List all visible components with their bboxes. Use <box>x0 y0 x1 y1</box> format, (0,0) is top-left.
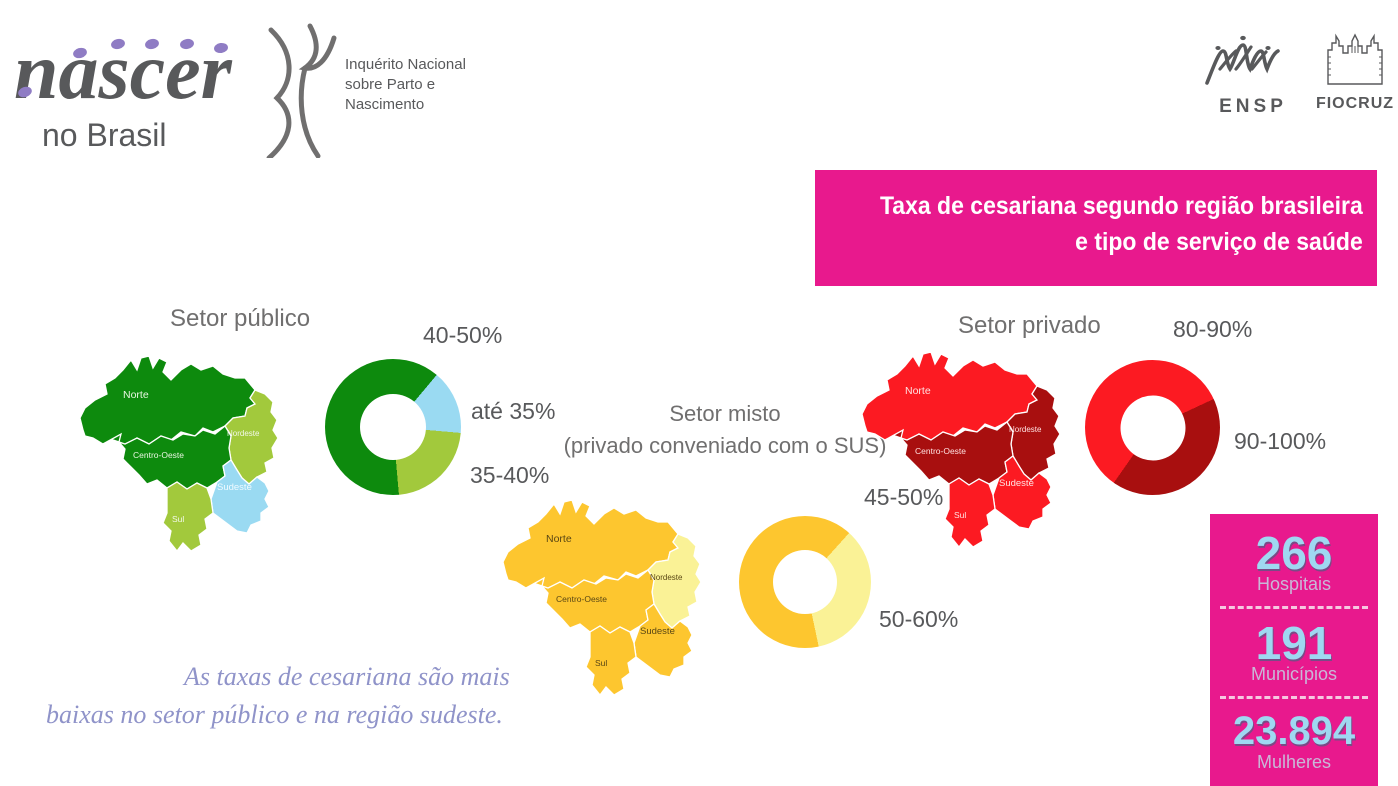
svg-text:Nordeste: Nordeste <box>227 429 260 438</box>
svg-text:Nordeste: Nordeste <box>650 573 683 582</box>
svg-text:Sul: Sul <box>172 514 184 524</box>
svg-text:Sul: Sul <box>954 510 966 520</box>
svg-text:Norte: Norte <box>123 389 149 401</box>
svg-text:Centro-Oeste: Centro-Oeste <box>133 450 184 460</box>
svg-text:Norte: Norte <box>546 533 572 545</box>
svg-text:Centro-Oeste: Centro-Oeste <box>556 594 607 604</box>
svg-text:no Brasil: no Brasil <box>42 117 167 153</box>
svg-text:Norte: Norte <box>905 385 931 397</box>
svg-text:Sudeste: Sudeste <box>640 626 675 637</box>
svg-text:Nordeste: Nordeste <box>1009 425 1042 434</box>
svg-text:Centro-Oeste: Centro-Oeste <box>915 446 966 456</box>
svg-text:Sudeste: Sudeste <box>999 478 1034 489</box>
svg-text:Sudeste: Sudeste <box>217 482 252 493</box>
